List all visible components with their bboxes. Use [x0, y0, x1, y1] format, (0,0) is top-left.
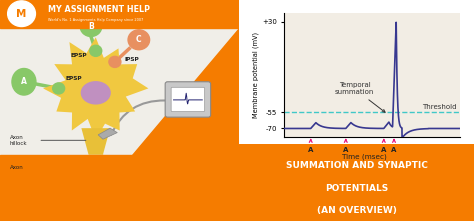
Text: Threshold: Threshold: [422, 104, 457, 110]
Circle shape: [8, 1, 36, 27]
Ellipse shape: [80, 17, 102, 36]
Text: IPSP: IPSP: [125, 57, 139, 62]
Circle shape: [90, 45, 102, 56]
Circle shape: [109, 56, 121, 67]
Polygon shape: [0, 155, 239, 221]
FancyBboxPatch shape: [165, 82, 210, 117]
Ellipse shape: [128, 30, 150, 50]
Text: EPSP: EPSP: [66, 76, 82, 81]
Bar: [0, 0, 239, 28]
Ellipse shape: [12, 69, 36, 95]
Text: Axon: Axon: [9, 166, 23, 170]
Text: Time (msec): Time (msec): [342, 153, 387, 160]
Polygon shape: [132, 28, 239, 155]
Text: A: A: [392, 147, 397, 153]
Text: Temporal
summation: Temporal summation: [335, 82, 385, 112]
Text: A: A: [381, 147, 386, 153]
Circle shape: [53, 83, 64, 94]
Polygon shape: [43, 37, 148, 139]
Text: B: B: [88, 22, 94, 31]
FancyBboxPatch shape: [171, 87, 205, 112]
Text: EPSP: EPSP: [71, 53, 87, 58]
Text: A: A: [308, 147, 313, 153]
Ellipse shape: [82, 82, 110, 104]
Text: POTENTIALS: POTENTIALS: [325, 184, 388, 193]
Bar: [89, 155, 103, 199]
Polygon shape: [82, 128, 110, 155]
Text: M: M: [17, 9, 27, 19]
Text: World's No. 1 Assignments Help Company since 2007: World's No. 1 Assignments Help Company s…: [48, 18, 143, 22]
Polygon shape: [98, 128, 117, 139]
Text: A: A: [21, 77, 27, 86]
Text: MY ASSIGNMENT HELP: MY ASSIGNMENT HELP: [48, 5, 150, 14]
Text: A: A: [343, 147, 348, 153]
Text: (AN OVERVIEW): (AN OVERVIEW): [317, 206, 397, 215]
Text: C: C: [136, 35, 142, 44]
Y-axis label: Membrane potential (mV): Membrane potential (mV): [253, 32, 259, 118]
Text: SUMMATION AND SYNAPTIC: SUMMATION AND SYNAPTIC: [286, 161, 428, 170]
Text: Axon
hillock: Axon hillock: [9, 135, 27, 146]
